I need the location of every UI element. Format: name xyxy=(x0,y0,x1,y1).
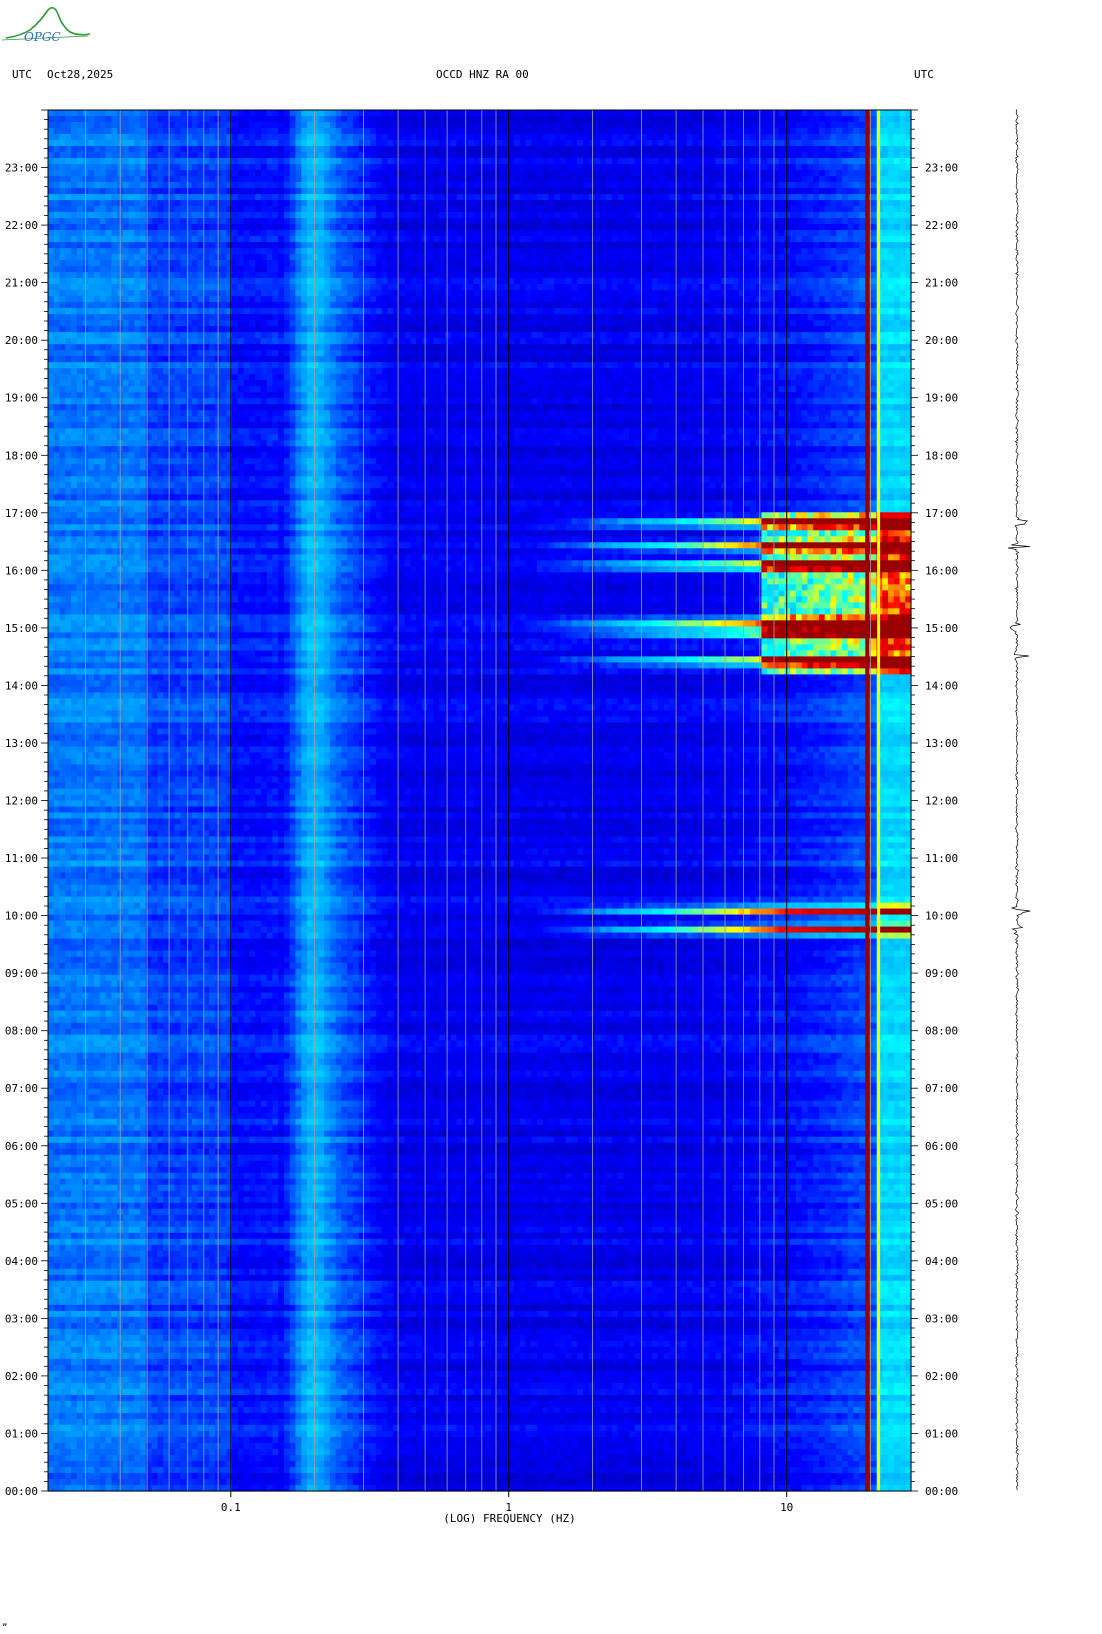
y-tick-label-right: 12:00 xyxy=(925,795,958,808)
time-axis: 00:00 00:00 01:00 01:00 02:00 02:00 03:00 03:00… xyxy=(5,109,958,1498)
y-tick-label-left: 10:00 xyxy=(5,910,38,923)
y-tick-label-right: 08:00 xyxy=(925,1025,958,1038)
y-tick-label-left: 09:00 xyxy=(5,967,38,980)
utc-left-label: UTC xyxy=(12,68,32,81)
y-tick-label-right: 21:00 xyxy=(925,277,958,290)
y-tick-label-left: 12:00 xyxy=(5,795,38,808)
y-tick-label-right: 04:00 xyxy=(925,1255,958,1268)
footer-mark: „ xyxy=(2,1618,7,1628)
y-tick-label-right: 18:00 xyxy=(925,449,958,462)
y-tick-label-right: 09:00 xyxy=(925,967,958,980)
x-tick-label: 10 xyxy=(780,1501,793,1514)
y-tick-label-right: 20:00 xyxy=(925,334,958,347)
y-tick-label-right: 05:00 xyxy=(925,1197,958,1210)
y-tick-label-left: 13:00 xyxy=(5,737,38,750)
y-tick-label-right: 10:00 xyxy=(925,910,958,923)
y-tick-label-left: 07:00 xyxy=(5,1082,38,1095)
y-tick-label-left: 00:00 xyxy=(5,1485,38,1498)
y-tick-label-right: 03:00 xyxy=(925,1312,958,1325)
y-tick-label-left: 01:00 xyxy=(5,1428,38,1441)
seismogram-trace xyxy=(1007,109,1031,1491)
y-tick-label-right: 14:00 xyxy=(925,679,958,692)
y-tick-label-left: 16:00 xyxy=(5,564,38,577)
date-label: Oct28,2025 xyxy=(47,68,113,81)
y-tick-label-right: 13:00 xyxy=(925,737,958,750)
logo-text: OPGC xyxy=(24,30,61,44)
y-tick-label-left: 17:00 xyxy=(5,507,38,520)
y-tick-label-left: 15:00 xyxy=(5,622,38,635)
y-tick-label-left: 11:00 xyxy=(5,852,38,865)
y-tick-label-right: 17:00 xyxy=(925,507,958,520)
frequency-grid xyxy=(85,110,871,1491)
y-tick-label-right: 22:00 xyxy=(925,219,958,232)
y-tick-label-left: 04:00 xyxy=(5,1255,38,1268)
y-tick-label-right: 19:00 xyxy=(925,392,958,405)
y-tick-label-left: 20:00 xyxy=(5,334,38,347)
y-tick-label-right: 06:00 xyxy=(925,1140,958,1153)
utc-right-label: UTC xyxy=(914,68,934,81)
spectral-line xyxy=(865,110,870,1491)
y-tick-label-left: 14:00 xyxy=(5,679,38,692)
y-tick-label-right: 02:00 xyxy=(925,1370,958,1383)
x-tick-label: 1 xyxy=(505,1501,512,1514)
y-tick-label-left: 23:00 xyxy=(5,162,38,175)
y-tick-label-right: 01:00 xyxy=(925,1428,958,1441)
y-tick-label-left: 08:00 xyxy=(5,1025,38,1038)
y-tick-label-right: 16:00 xyxy=(925,564,958,577)
y-tick-label-left: 21:00 xyxy=(5,277,38,290)
y-tick-label-right: 15:00 xyxy=(925,622,958,635)
y-tick-label-left: 19:00 xyxy=(5,392,38,405)
spectral-line xyxy=(877,110,881,1491)
opgc-logo: OPGC xyxy=(1,6,91,44)
y-tick-label-right: 07:00 xyxy=(925,1082,958,1095)
spectrogram-image xyxy=(48,110,912,1492)
x-axis-label: (LOG) FREQUENCY (HZ) xyxy=(443,1512,575,1525)
y-tick-label-right: 00:00 xyxy=(925,1485,958,1498)
y-tick-label-right: 11:00 xyxy=(925,852,958,865)
y-tick-label-left: 22:00 xyxy=(5,219,38,232)
seismogram-line xyxy=(1007,109,1031,1491)
y-tick-label-left: 06:00 xyxy=(5,1140,38,1153)
x-tick-label: 0.1 xyxy=(221,1501,241,1514)
y-tick-label-left: 03:00 xyxy=(5,1312,38,1325)
y-tick-label-left: 05:00 xyxy=(5,1197,38,1210)
y-tick-label-right: 23:00 xyxy=(925,162,958,175)
y-tick-label-left: 18:00 xyxy=(5,449,38,462)
y-tick-label-left: 02:00 xyxy=(5,1370,38,1383)
station-title: OCCD HNZ RA 00 xyxy=(436,68,529,81)
